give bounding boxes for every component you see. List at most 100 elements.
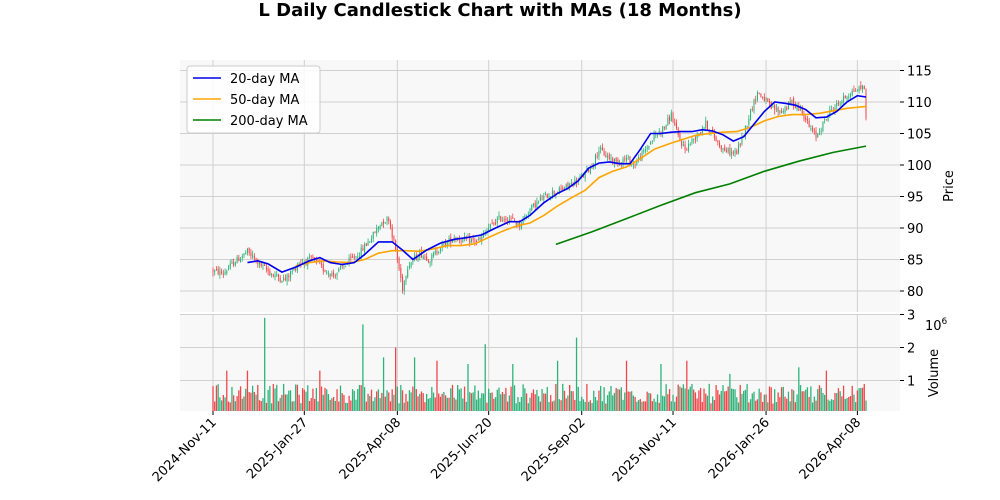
price-tick-label: 80: [907, 285, 924, 300]
volume-bar: [722, 385, 724, 411]
volume-bar: [520, 396, 523, 411]
volume-bar: [693, 389, 695, 411]
candle-up: [357, 256, 359, 258]
volume-bar: [608, 391, 610, 411]
candle-up: [607, 155, 609, 157]
volume-bar: [768, 386, 771, 411]
volume-bar: [710, 403, 712, 411]
candle-down: [679, 133, 681, 140]
candle-up: [439, 248, 441, 252]
volume-bar: [398, 403, 400, 411]
volume-bar: [741, 393, 743, 411]
candle-down: [777, 107, 779, 112]
volume-bar: [245, 388, 247, 411]
volume-bar: [553, 400, 555, 411]
candle-up: [574, 179, 576, 185]
candle-down: [388, 218, 390, 222]
volume-bar: [474, 385, 476, 411]
candle-up: [710, 130, 712, 134]
volume-bar: [830, 399, 833, 411]
volume-bar: [477, 390, 479, 411]
volume-bar: [832, 399, 834, 411]
volume-bar: [455, 399, 457, 411]
volume-bar: [401, 390, 404, 411]
volume-bar: [550, 395, 552, 411]
volume-bar: [369, 396, 371, 411]
candle-up: [746, 125, 748, 128]
price-tick-label: 115: [907, 65, 932, 80]
candlesticks: [212, 81, 867, 295]
volume-bar: [510, 386, 512, 411]
volume-bar: [438, 393, 440, 411]
candle-down: [479, 237, 481, 240]
volume-bar: [836, 393, 838, 411]
volume-bar: [358, 384, 361, 411]
candle-down: [767, 98, 769, 102]
volume-bar: [493, 398, 495, 411]
volume-bar: [610, 386, 612, 411]
candle-down: [469, 235, 471, 244]
volume-bar: [624, 392, 626, 411]
volume-bar: [431, 386, 433, 411]
volume-bar: [767, 402, 769, 411]
volume-bar: [241, 398, 243, 411]
candle-up: [744, 126, 746, 138]
volume-bar: [779, 397, 781, 411]
volume-bar: [658, 402, 660, 411]
candle-up: [641, 151, 643, 161]
volume-bar: [577, 386, 579, 411]
volume-bar: [420, 391, 423, 411]
candle-up: [594, 154, 597, 166]
volume-bar: [308, 401, 311, 411]
candle-up: [412, 260, 414, 263]
volume-bar: [803, 391, 805, 411]
candle-down: [863, 86, 865, 89]
candle-up: [834, 107, 836, 111]
volume-bar: [217, 384, 219, 411]
volume-bar: [649, 393, 652, 411]
candle-down: [400, 268, 402, 278]
volume-bar: [677, 384, 679, 411]
candle-down: [762, 97, 764, 98]
volume-bar: [434, 397, 436, 411]
candle-up: [348, 257, 350, 264]
volume-bar: [834, 392, 836, 411]
volume-bar: [382, 357, 385, 411]
candle-up: [229, 263, 231, 269]
volume-bar: [458, 389, 461, 411]
volume-bar: [363, 387, 366, 411]
candle-down: [729, 148, 731, 156]
candle-down: [383, 220, 385, 224]
candle-up: [327, 273, 329, 275]
candle-down: [458, 239, 460, 241]
volume-bar: [320, 386, 323, 411]
candle-up: [339, 265, 342, 268]
volume-bar: [227, 401, 230, 411]
volume-bar: [519, 401, 521, 411]
volume-bar: [262, 398, 264, 411]
volume-bar: [429, 397, 431, 411]
candle-up: [407, 269, 409, 278]
volume-bar: [789, 401, 791, 411]
candle-up: [737, 144, 740, 154]
volume-bar: [617, 389, 619, 411]
candle-up: [283, 277, 285, 281]
candle-up: [846, 97, 848, 100]
candle-up: [429, 262, 431, 264]
candle-up: [308, 256, 311, 258]
candle-up: [703, 127, 705, 129]
volume-bar: [265, 402, 268, 411]
volume-bars: [212, 317, 867, 411]
candle-up: [658, 131, 660, 135]
volume-bar: [705, 393, 707, 411]
volume-bar: [849, 396, 852, 411]
volume-bar: [725, 390, 728, 411]
volume-bar: [231, 386, 233, 411]
candle-down: [694, 137, 696, 140]
volume-bar: [662, 395, 664, 411]
candle-up: [688, 144, 690, 151]
candle-up: [219, 270, 221, 276]
candle-up: [779, 110, 781, 113]
volume-bar: [463, 386, 466, 411]
volume-bar: [412, 386, 414, 411]
